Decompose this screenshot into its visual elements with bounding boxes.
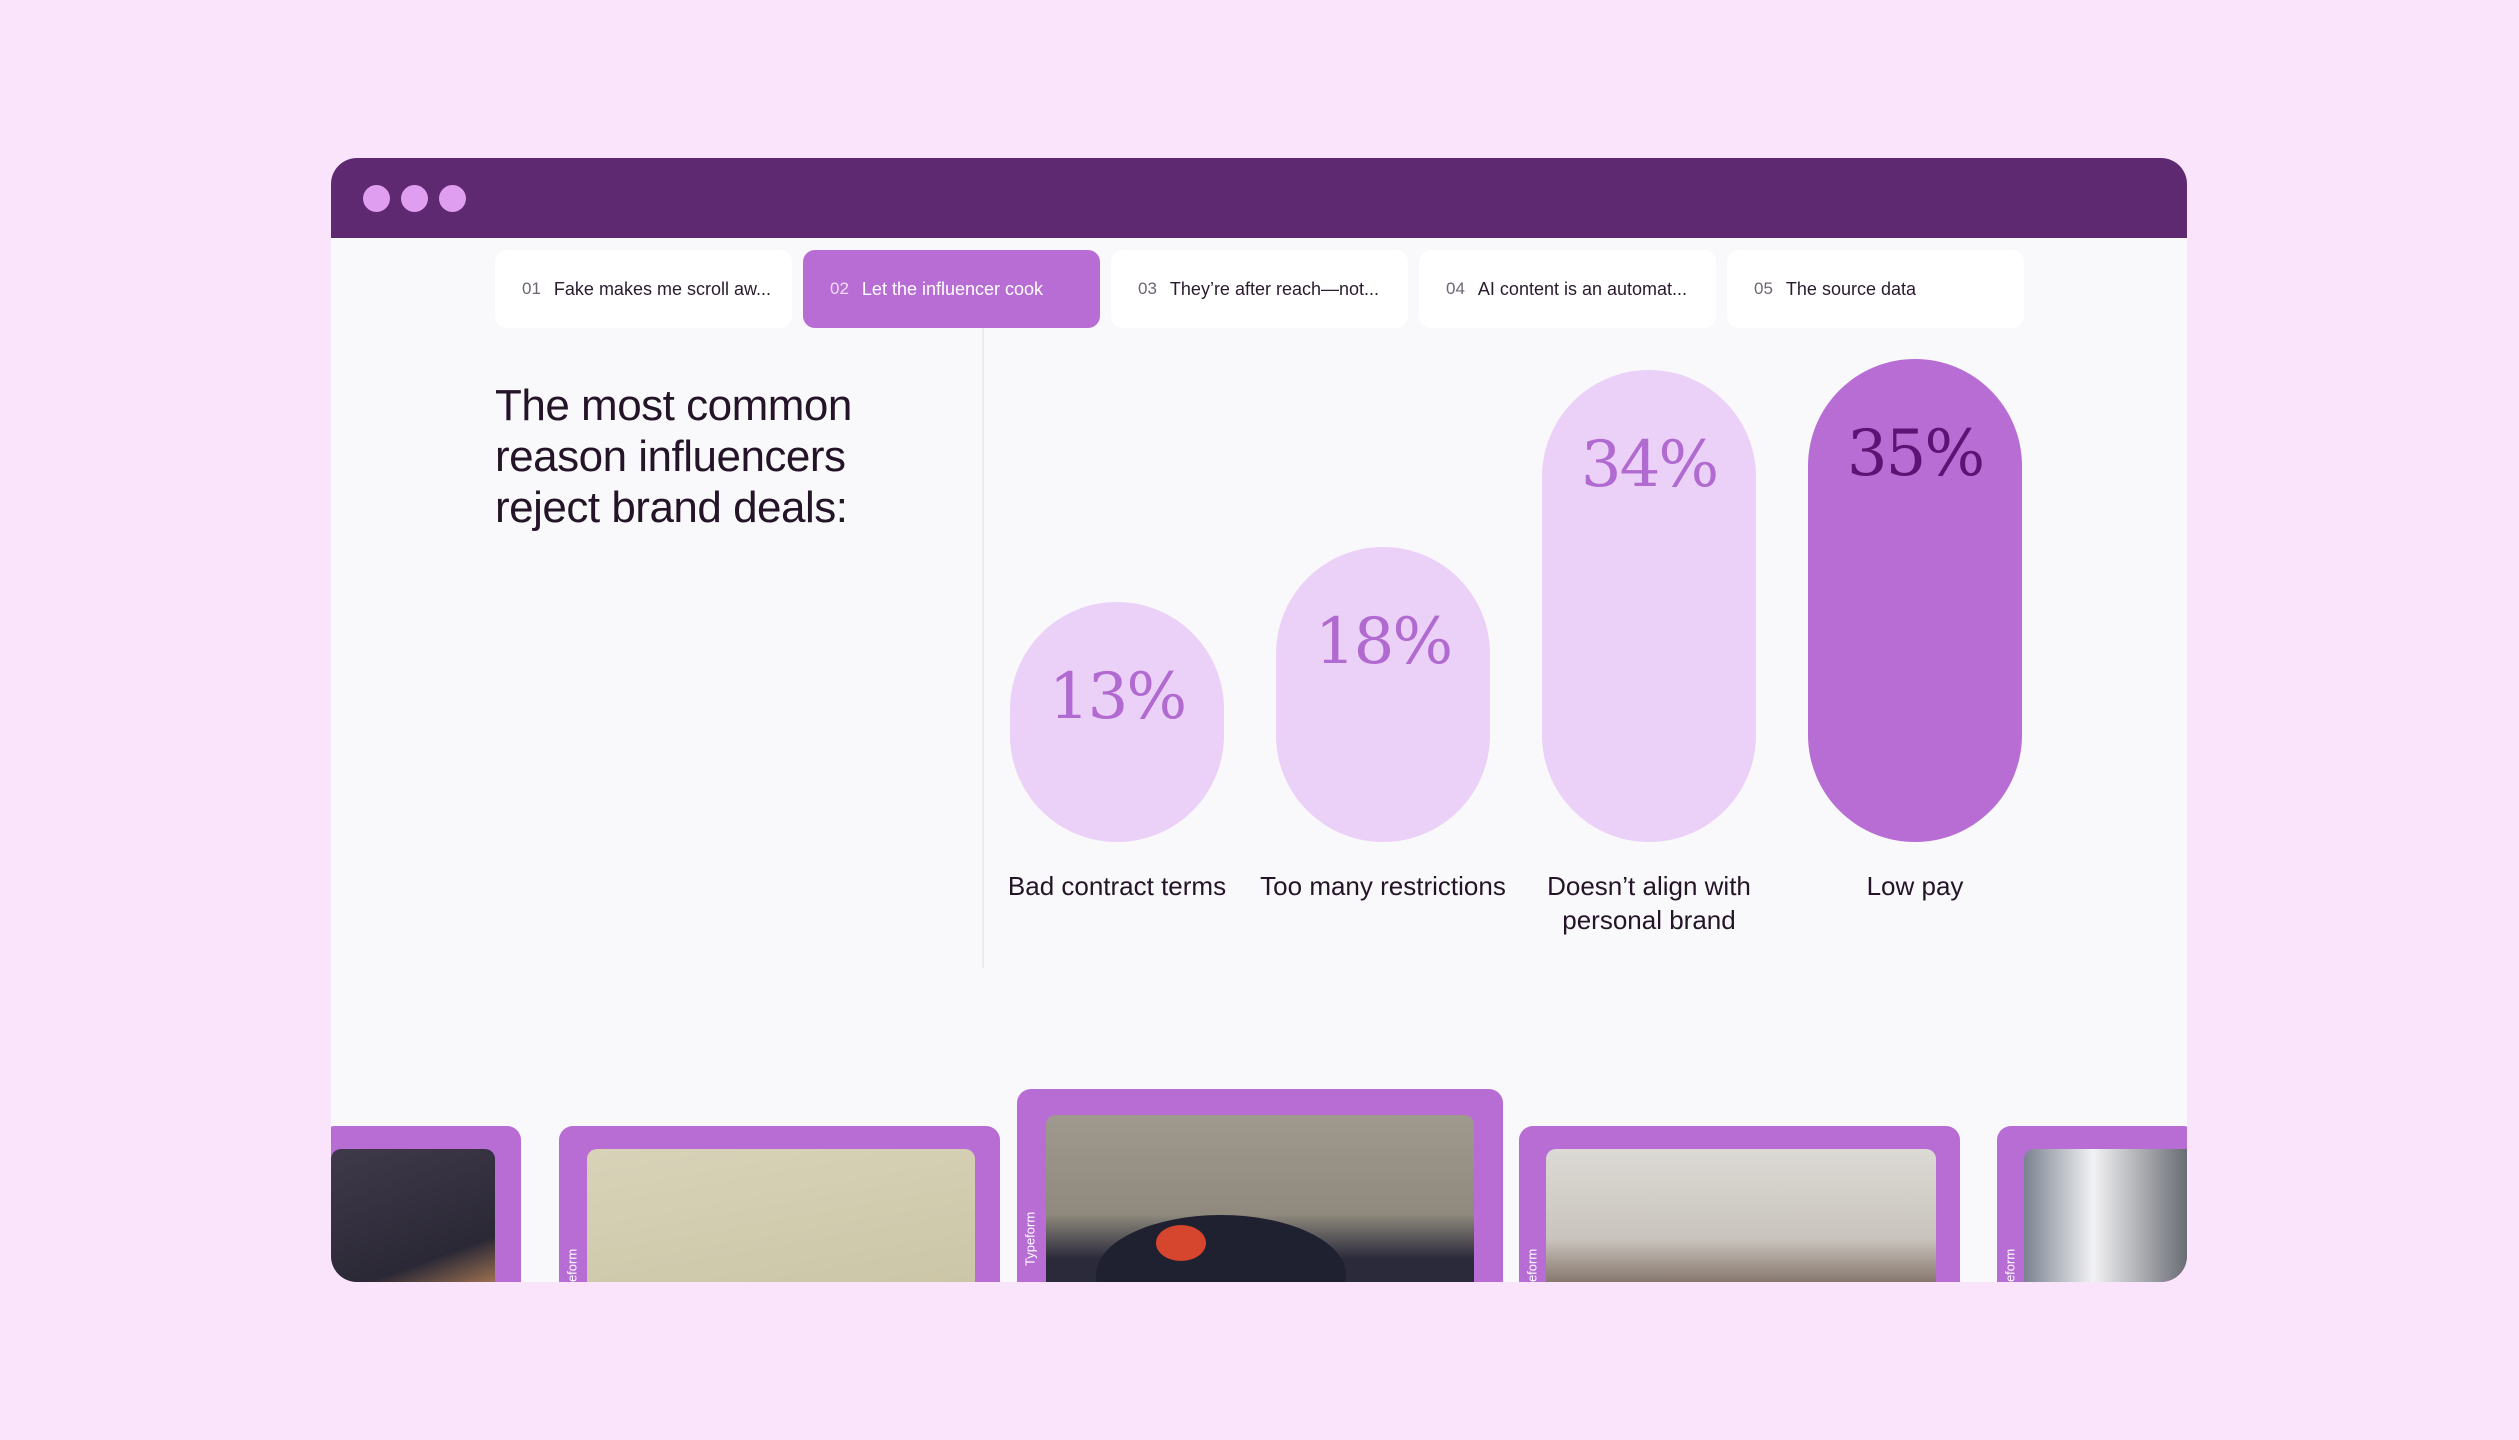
category-label: Bad contract terms	[1007, 871, 1227, 901]
bar-value-label: 18%	[1314, 604, 1453, 679]
video-thumbnail-image	[1046, 1115, 1474, 1282]
tab-03[interactable]: 03 They’re after reach—not...	[1111, 250, 1408, 328]
video-thumbnail-image	[331, 1149, 495, 1282]
tab-number: 03	[1138, 279, 1157, 298]
chart-bar: 34%	[1542, 370, 1756, 842]
tab-01[interactable]: 01 Fake makes me scroll aw...	[495, 250, 792, 328]
tab-number: 05	[1754, 279, 1773, 298]
category-label: Low pay	[1866, 871, 1964, 901]
tab-05[interactable]: 05 The source data	[1727, 250, 2024, 328]
brand-tag: Typeform	[559, 1236, 585, 1282]
browser-window: 01 Fake makes me scroll aw... 02 Let the…	[331, 158, 2187, 1282]
category-label: Too many restrictions	[1260, 871, 1506, 901]
divider	[982, 328, 984, 968]
window-maximize-control[interactable]	[439, 185, 466, 212]
carousel-thumbnail[interactable]: Typeform	[1997, 1126, 2187, 1282]
video-thumbnail-image	[1546, 1149, 1936, 1282]
tab-04[interactable]: 04 AI content is an automat...	[1419, 250, 1716, 328]
chart-headline: The most common reason influencers rejec…	[495, 381, 852, 532]
tab-number: 01	[522, 279, 541, 298]
pill-bar-chart: 13% Bad contract terms 18% Too many restric…	[331, 158, 2187, 1282]
chart-bar: 35%	[1808, 359, 2022, 842]
bar-value-label: 34%	[1580, 428, 1719, 503]
carousel-thumbnail[interactable]: Typeform	[559, 1126, 1000, 1282]
chart-bar: 13%	[1010, 602, 1224, 842]
bar-value-label: 35%	[1846, 417, 1985, 491]
brand-tag: Typeform	[1017, 1199, 1043, 1279]
bar-value-label: 13%	[1048, 660, 1187, 734]
carousel-thumbnail[interactable]: Typeform	[1519, 1126, 1960, 1282]
carousel-thumbnail-active[interactable]: Typeform	[1017, 1089, 1503, 1282]
video-thumbnail-image	[587, 1149, 975, 1282]
video-thumbnail-image	[2024, 1149, 2187, 1282]
carousel-thumbnail[interactable]	[331, 1126, 521, 1282]
window-close-control[interactable]	[363, 185, 390, 212]
photo-subject	[1096, 1215, 1346, 1282]
brand-tag: Typeform	[1519, 1236, 1545, 1282]
tab-number: 04	[1446, 279, 1465, 298]
chart-bar: 18%	[1276, 546, 1490, 842]
window-minimize-control[interactable]	[401, 185, 428, 212]
photo-subject	[1156, 1225, 1206, 1261]
tab-number: 02	[830, 279, 849, 298]
category-label: Doesn’t align with personal brand	[1547, 871, 1751, 935]
tab-02[interactable]: 02 Let the influencer cook	[803, 250, 1100, 328]
window-titlebar	[331, 158, 2187, 238]
brand-tag: Typeform	[1997, 1236, 2023, 1282]
